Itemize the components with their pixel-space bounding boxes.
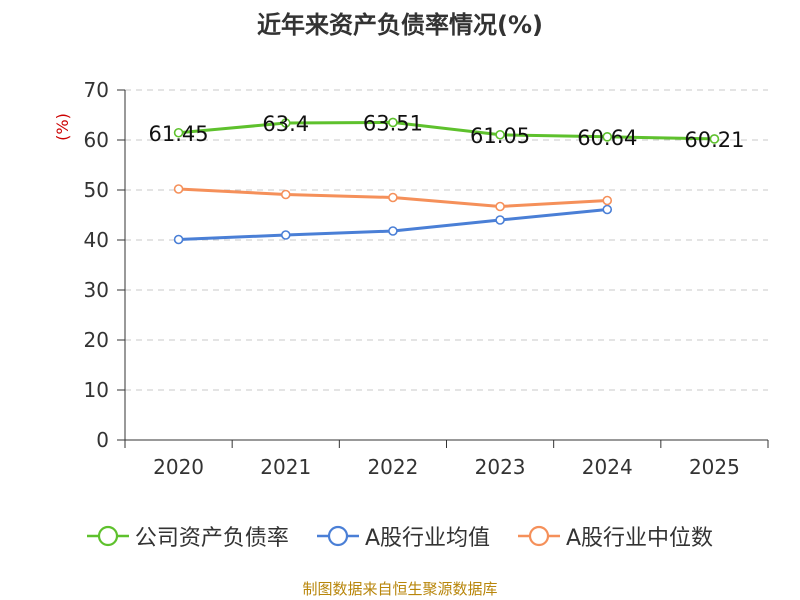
y-tick-label: 70 (84, 78, 109, 102)
axes: 0 10 20 30 40 50 60 70 (%) 2020 2021 2022 2023 2024 20… (53, 78, 769, 479)
data-label: 63.4 (262, 112, 309, 136)
data-point (280, 230, 291, 240)
source-note: 制图数据来自恒生聚源数据库 (302, 580, 498, 598)
legend-item[interactable]: 公司资产负债率 (86, 520, 289, 552)
x-tick-label: 2023 (475, 455, 526, 479)
y-tick-label: 20 (84, 328, 109, 352)
legend-label: A股行业中位数 (566, 526, 714, 551)
x-tick-label: 2020 (153, 455, 204, 479)
legend-swatch-icon (316, 525, 359, 547)
x-tick-label: 2021 (260, 455, 311, 479)
y-tick-label: 40 (84, 228, 109, 252)
data-point (602, 132, 613, 142)
data-label: 63.51 (363, 111, 423, 135)
series-lines (173, 117, 720, 245)
data-point (173, 184, 184, 194)
legend-item[interactable]: A股行业均值 (316, 520, 490, 552)
data-point (173, 234, 184, 245)
y-tick-label: 0 (96, 428, 109, 452)
y-tick-label: 10 (84, 378, 109, 402)
legend: 公司资产负债率 A股行业均值 A股行业中位数 (0, 520, 800, 552)
data-point (602, 195, 613, 206)
series-line-0 (178, 120, 715, 141)
data-point (280, 118, 291, 128)
legend-item[interactable]: A股行业中位数 (518, 520, 713, 552)
x-tick-label: 2022 (367, 455, 418, 479)
data-point (388, 226, 398, 236)
legend-label: A股行业均值 (364, 526, 490, 551)
y-tick-label: 30 (84, 278, 109, 302)
data-point (495, 129, 505, 140)
data-point (388, 117, 398, 128)
gridlines (125, 89, 768, 391)
legend-swatch-icon (518, 525, 560, 547)
data-label: 61.45 (149, 122, 209, 146)
legend-label: 公司资产负债率 (134, 526, 289, 551)
data-point (388, 192, 398, 203)
data-point (709, 134, 720, 144)
data-point (495, 215, 505, 225)
data-point (280, 189, 291, 200)
x-tick-label: 2025 (689, 455, 740, 479)
line-chart: 0 10 20 30 40 50 60 70 (%) 2020 2021 2022 2023 2024 20… (53, 78, 769, 479)
data-point (602, 204, 613, 215)
data-point (173, 127, 184, 138)
y-axis-label: (%) (53, 113, 72, 141)
data-point (495, 201, 505, 212)
y-tick-label: 50 (84, 178, 109, 202)
data-labels: 61.45 63.4 63.51 61.05 60.64 60.21 (149, 111, 745, 152)
legend-swatch-icon (86, 525, 129, 547)
data-label: 60.21 (684, 128, 744, 152)
chart-title: 近年来资产负债率情况(%) (257, 11, 543, 39)
y-tick-label: 60 (84, 128, 109, 152)
x-tick-label: 2024 (582, 455, 633, 479)
data-label: 60.64 (577, 126, 637, 150)
data-label: 61.05 (470, 124, 530, 148)
